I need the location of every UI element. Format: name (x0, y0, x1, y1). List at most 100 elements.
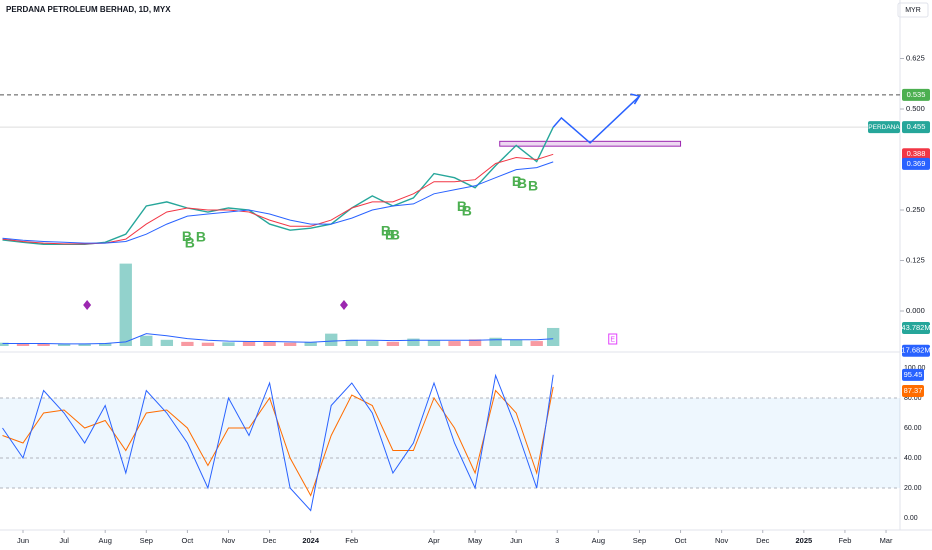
stoch-k-label-box (902, 368, 924, 381)
projection-arrow (630, 93, 641, 105)
x-tick-label: Oct (182, 536, 195, 545)
signal: B (390, 227, 400, 243)
ma-fast-label-box (902, 148, 930, 161)
volume-bar (325, 333, 338, 346)
diamond (339, 300, 348, 310)
symbol-box (868, 121, 900, 134)
signal: B (385, 227, 395, 243)
volume-bar (386, 341, 400, 346)
x-tick-label: Sep (633, 536, 646, 545)
volume-bar (366, 341, 379, 346)
stoch-tick-label: 80.00 (904, 395, 922, 402)
x-tick-label: Dec (263, 536, 277, 545)
event-box (608, 333, 618, 345)
volume-bar (16, 343, 30, 346)
stoch-band (0, 398, 900, 488)
y-tick-label: 0.000 (906, 306, 925, 315)
signal: B (528, 178, 538, 194)
volume-bar (304, 342, 317, 346)
volume-bar (37, 343, 50, 346)
currency-box[interactable] (897, 2, 929, 18)
volume-bar (78, 343, 91, 346)
volume-bar (448, 341, 461, 346)
volume-bar (510, 339, 523, 346)
x-tick-label: Apr (428, 536, 440, 545)
x-tick-label: Sep (140, 536, 153, 545)
last-price-label-box (902, 121, 930, 134)
chart-title: PERDANA PETROLEUM BERHAD, 1D, MYX (6, 5, 171, 14)
y-tick-label: 0.250 (906, 205, 925, 214)
projection (552, 95, 641, 144)
ma-slow-label: 0.369 (907, 159, 926, 168)
signal: B (381, 223, 391, 239)
series-line (2, 153, 554, 245)
stoch-tick-label: 0.00 (904, 515, 918, 522)
volume-bar (181, 341, 194, 346)
volume-ma-label-box (902, 344, 930, 357)
volume-bar (546, 327, 560, 346)
volume-bar (57, 343, 71, 346)
x-tick-label: Nov (715, 536, 729, 545)
x-tick-label: Jul (59, 536, 69, 545)
signal: B (196, 229, 206, 245)
signal: B (517, 175, 527, 191)
stoch-tick-label: 100.00 (904, 365, 926, 372)
volume-bar (222, 342, 235, 346)
series-line (2, 161, 554, 244)
signal: B (182, 228, 192, 244)
stoch-k-label: 95.45 (904, 370, 923, 379)
x-tick-label: Aug (592, 536, 605, 545)
signal: B (457, 198, 467, 214)
stoch-k (2, 373, 554, 512)
symbol-label: PERDANA (868, 124, 900, 131)
volume-bar (345, 339, 358, 346)
volume-label: 43.782M (901, 323, 930, 332)
volume-bar (530, 341, 543, 346)
signal: B (512, 173, 522, 189)
volume-bar (263, 341, 276, 346)
x-tick-label: 2024 (302, 536, 320, 545)
x-tick-label: 3 (555, 536, 559, 545)
x-tick-label: 2025 (795, 536, 812, 545)
volume-bar (468, 339, 482, 346)
signal: B (185, 235, 195, 251)
stoch-tick-label: 60.00 (904, 425, 922, 432)
series-line (2, 126, 554, 245)
x-tick-label: Aug (99, 536, 112, 545)
stoch-tick-label: 40.00 (904, 455, 922, 462)
volume-label-box (902, 321, 930, 334)
volume-bar (99, 343, 112, 346)
x-tick-label: Feb (838, 536, 851, 545)
volume-bar (242, 341, 256, 346)
stoch-d-label: 87.37 (904, 386, 923, 395)
stoch-d-label-box (902, 384, 924, 397)
volume-bar (427, 340, 441, 346)
volume-bar (160, 339, 174, 346)
volume-bar (119, 263, 132, 346)
last-price-label: 0.455 (907, 122, 926, 131)
target-label: 0.535 (907, 90, 926, 99)
volume-bar (489, 337, 502, 346)
x-tick-label: Jun (510, 536, 522, 545)
currency[interactable]: MYR (905, 7, 921, 14)
x-tick-label: Mar (880, 536, 893, 545)
volume-bar (407, 338, 420, 346)
volume-bar (201, 342, 215, 346)
diamond (83, 300, 92, 310)
x-tick-label: Dec (756, 536, 770, 545)
volume-bar (140, 335, 153, 346)
y-tick-label: 0.500 (906, 104, 925, 113)
volume-ma-label: 17.682M (901, 346, 930, 355)
volume-bar (283, 342, 297, 346)
ma-slow-label-box (902, 157, 930, 170)
x-tick-label: Feb (345, 536, 358, 545)
volume-bar (0, 342, 9, 346)
stoch-tick-label: 20.00 (904, 485, 922, 492)
volume-ma (2, 333, 554, 345)
target-label-box (902, 88, 930, 101)
x-tick-label: Jun (17, 536, 29, 545)
event-label: E (610, 336, 615, 343)
x-tick-label: Oct (675, 536, 688, 545)
x-tick-label: May (468, 536, 482, 545)
